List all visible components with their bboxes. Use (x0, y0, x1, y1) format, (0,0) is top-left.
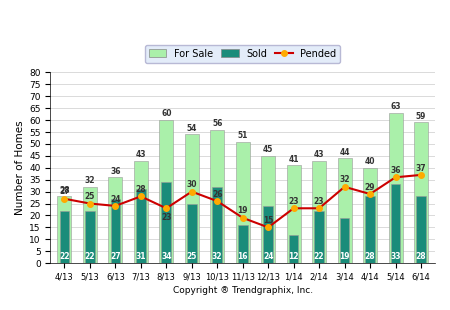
Text: 51: 51 (238, 131, 248, 140)
Bar (162, 182, 171, 263)
Text: 15: 15 (263, 216, 273, 225)
Text: 36: 36 (110, 167, 121, 176)
Bar (365, 196, 375, 263)
Bar (314, 211, 324, 263)
Text: 33: 33 (390, 252, 401, 261)
Text: 26: 26 (212, 190, 222, 199)
Text: 45: 45 (263, 145, 273, 154)
Text: 36: 36 (390, 166, 401, 175)
Text: 27: 27 (110, 252, 121, 261)
Bar (289, 234, 298, 263)
Legend: For Sale, Sold, Pended: For Sale, Sold, Pended (145, 45, 340, 63)
X-axis label: Copyright ® Trendgraphix, Inc.: Copyright ® Trendgraphix, Inc. (173, 286, 313, 295)
Text: 22: 22 (85, 252, 95, 261)
Bar (159, 120, 173, 263)
Text: 60: 60 (161, 109, 171, 118)
Bar (134, 161, 148, 263)
Text: 30: 30 (186, 180, 197, 189)
Text: 25: 25 (85, 192, 95, 201)
Bar (391, 184, 401, 263)
Text: 12: 12 (288, 252, 299, 261)
Bar (238, 225, 248, 263)
Text: 28: 28 (365, 252, 375, 261)
Text: 24: 24 (263, 252, 274, 261)
Bar (210, 130, 224, 263)
Text: 41: 41 (288, 155, 299, 164)
Text: 23: 23 (288, 197, 299, 206)
Text: 32: 32 (85, 176, 95, 185)
Text: 44: 44 (339, 148, 350, 157)
Text: 23: 23 (161, 213, 171, 222)
Text: 24: 24 (110, 194, 121, 204)
Text: 22: 22 (59, 252, 70, 261)
Text: 54: 54 (187, 124, 197, 133)
Bar (416, 196, 426, 263)
Bar (136, 189, 146, 263)
Bar (83, 187, 97, 263)
Bar (59, 211, 69, 263)
Bar (340, 218, 349, 263)
Text: 28: 28 (416, 252, 426, 261)
Bar (263, 206, 273, 263)
Text: 19: 19 (339, 252, 350, 261)
Text: 19: 19 (238, 206, 248, 215)
Text: 25: 25 (187, 252, 197, 261)
Text: 37: 37 (416, 164, 426, 173)
Bar (185, 135, 199, 263)
Text: 43: 43 (135, 150, 146, 159)
Bar (212, 187, 222, 263)
Bar (414, 122, 428, 263)
Text: 32: 32 (212, 252, 222, 261)
Text: 40: 40 (365, 157, 375, 166)
Text: 27: 27 (59, 187, 70, 196)
Bar (111, 199, 120, 263)
Y-axis label: Number of Homes: Number of Homes (15, 121, 25, 215)
Text: 32: 32 (339, 175, 350, 184)
Text: 22: 22 (314, 252, 324, 261)
Bar (187, 204, 197, 263)
Bar (261, 156, 275, 263)
Bar (388, 113, 402, 263)
Text: 34: 34 (161, 252, 171, 261)
Text: 29: 29 (365, 183, 375, 192)
Bar (363, 168, 377, 263)
Text: 63: 63 (390, 102, 401, 111)
Bar (287, 165, 301, 263)
Bar (58, 196, 72, 263)
Bar (85, 211, 94, 263)
Text: 31: 31 (135, 252, 146, 261)
Text: 28: 28 (59, 186, 70, 195)
Bar (236, 142, 250, 263)
Text: 23: 23 (314, 197, 324, 206)
Bar (108, 177, 122, 263)
Text: 28: 28 (135, 185, 146, 194)
Text: 43: 43 (314, 150, 324, 159)
Bar (338, 158, 351, 263)
Text: 56: 56 (212, 119, 222, 128)
Bar (312, 161, 326, 263)
Text: 16: 16 (238, 252, 248, 261)
Text: 59: 59 (416, 112, 426, 121)
